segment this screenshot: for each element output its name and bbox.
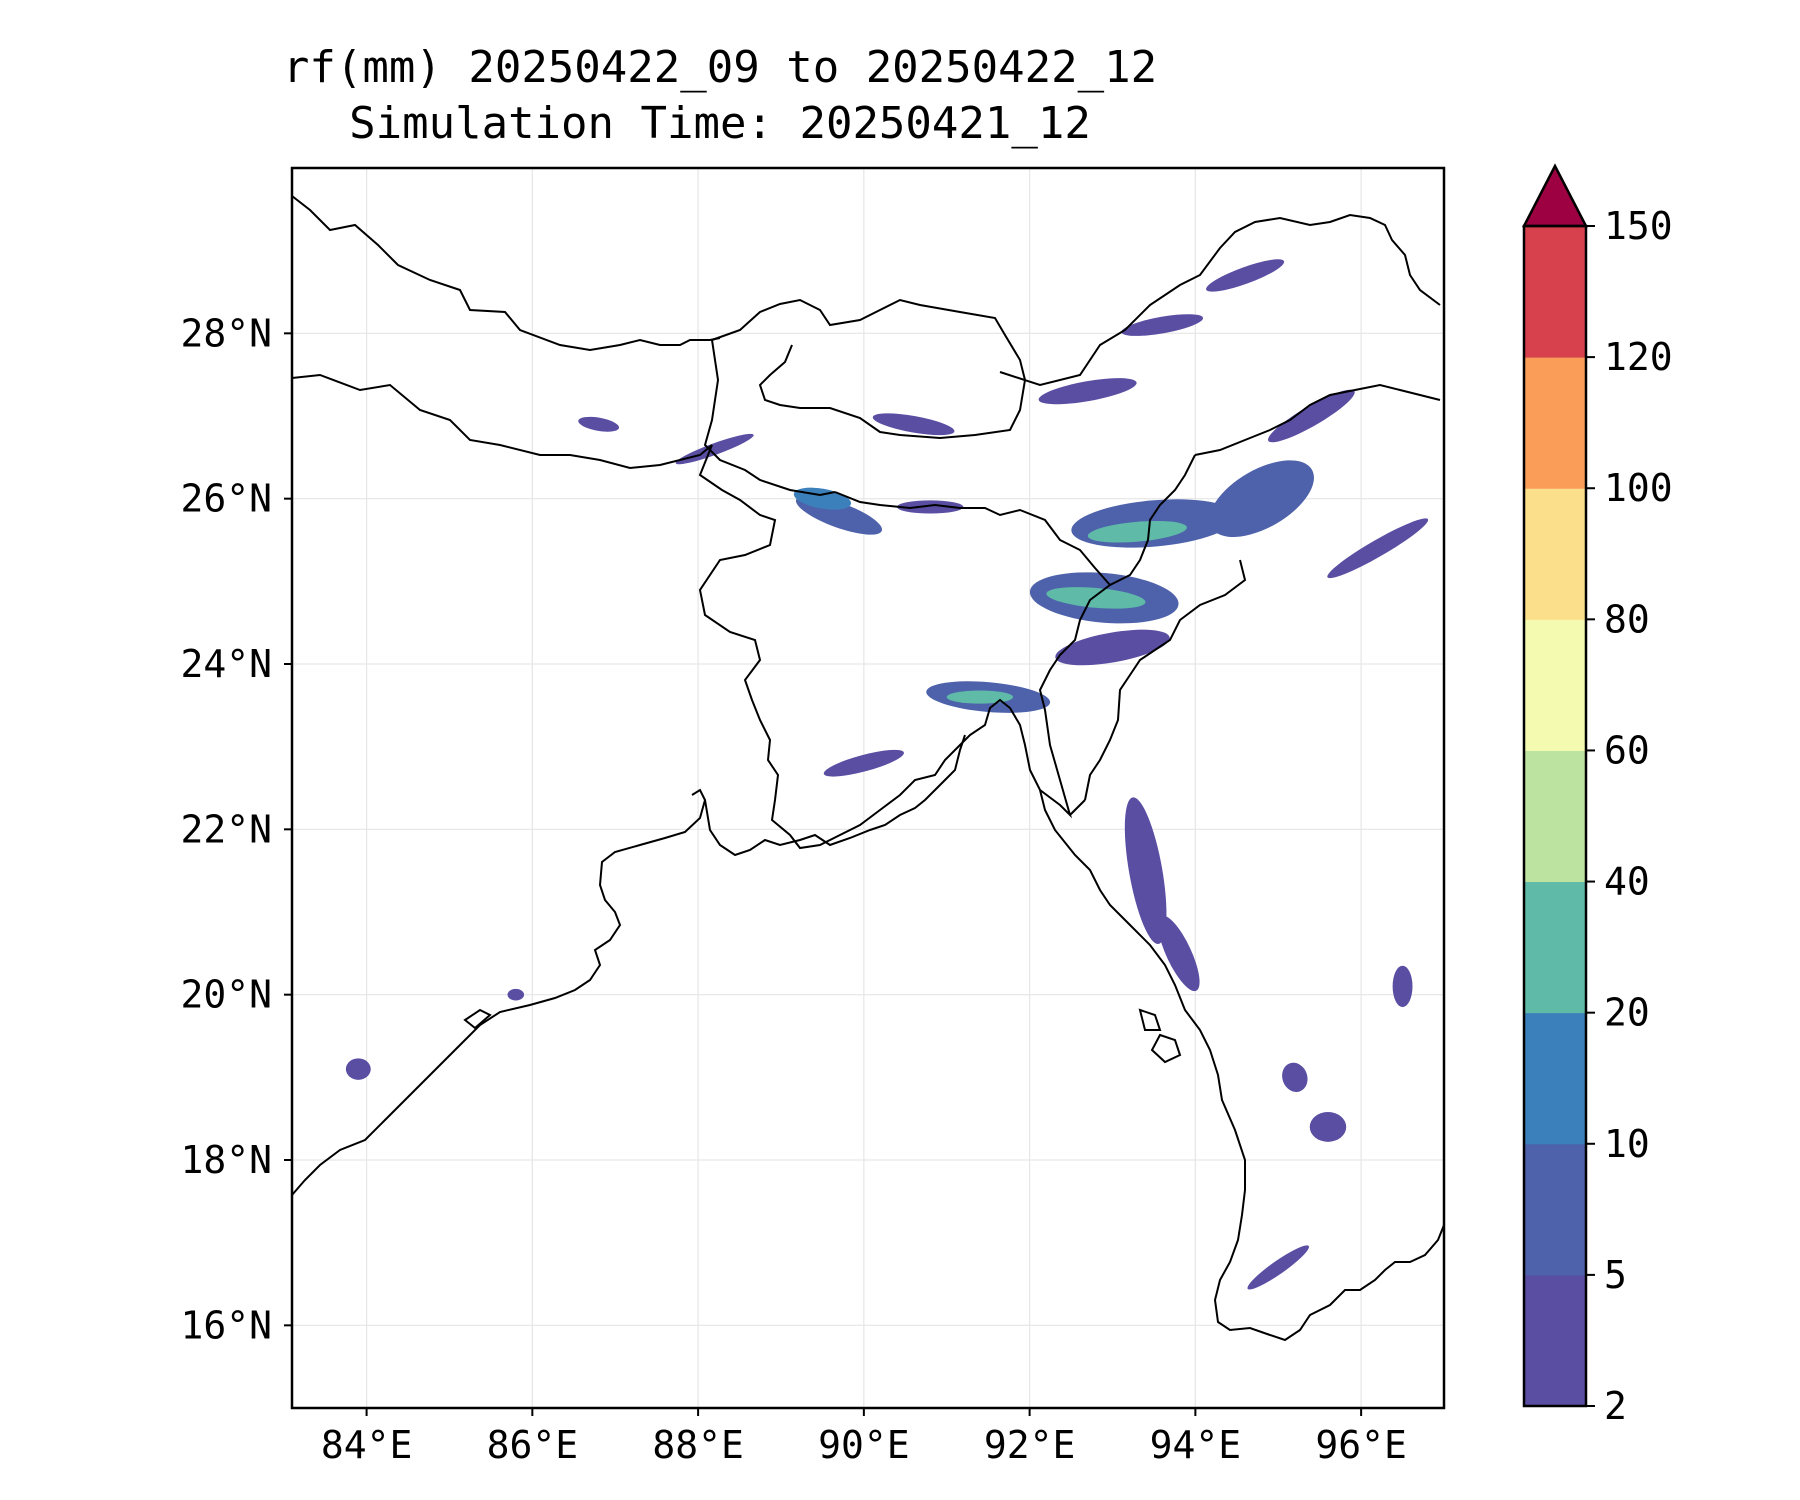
lon-tick-label: 94°E (1150, 1423, 1242, 1467)
colorbar-tick-label: 2 (1604, 1384, 1627, 1428)
myanmar-border (1194, 383, 1441, 456)
sikkim-border (703, 339, 836, 497)
colorbar-segment (1524, 619, 1586, 751)
rain-patch (1282, 1062, 1308, 1092)
map-background (292, 168, 1444, 1408)
coastlines-borders (292, 195, 1444, 1342)
mizoram-border (1069, 799, 1086, 816)
ramree-island (1138, 1008, 1162, 1031)
colorbar-tick-label: 80 (1604, 597, 1650, 641)
rain-patch (1158, 915, 1200, 992)
rain-patch (946, 690, 1014, 704)
myanmar-west-border (1084, 559, 1247, 801)
lat-tick-label: 24°N (180, 642, 272, 686)
map-title-line2: Simulation Time: 20250421_12 (349, 98, 1091, 149)
rain-patch (578, 416, 620, 432)
colorbar-segment (1524, 488, 1586, 620)
colorbar-tick-label: 100 (1604, 466, 1673, 510)
rainfall-field (345, 259, 1429, 1290)
lon-tick-label: 92°E (984, 1423, 1076, 1467)
lon-tick-label: 88°E (652, 1423, 744, 1467)
rain-patch (1046, 587, 1146, 609)
lon-tick-label: 86°E (487, 1423, 579, 1467)
rain-patch (1309, 1112, 1347, 1142)
myanmar-coastline (1039, 789, 1444, 1342)
rain-patch (1121, 314, 1204, 336)
colorbar-segment (1524, 1274, 1586, 1407)
colorbar-segment (1524, 1012, 1586, 1145)
colorbar-frame (1522, 224, 1588, 1408)
colorbar-tick-label: 20 (1604, 991, 1650, 1035)
gridlines (292, 168, 1444, 1408)
rain-patch (1209, 460, 1314, 537)
chilika-lake (463, 1008, 492, 1030)
colorbar-segment (1524, 881, 1586, 1014)
colorbar-tick-label: 150 (1604, 204, 1673, 248)
assam-south-border (834, 491, 1111, 586)
rain-patch (1124, 797, 1167, 944)
rain-patch (1268, 389, 1355, 443)
colorbar: 2 5 10 20 40 60 80 100 120 150 (1521, 163, 1673, 1428)
rain-patch (1206, 259, 1285, 292)
rain-patch (507, 988, 525, 1001)
rain-patch (1247, 1245, 1310, 1290)
nepal-south-border (292, 373, 713, 470)
colorbar-segment (1524, 1143, 1586, 1276)
lon-tick-label: 90°E (818, 1423, 910, 1467)
rain-patch (1087, 520, 1187, 543)
axis-ticks: 84°E 86°E 88°E 90°E 92°E 94°E 96°E 16°N 18°N 20°N… (180, 311, 1406, 1467)
map-frame (290, 166, 1446, 1410)
colorbar-tick-label: 120 (1604, 335, 1673, 379)
cheduba-island (1150, 1033, 1182, 1064)
lat-tick-label: 26°N (180, 477, 272, 521)
bangladesh-border (698, 444, 1196, 850)
colorbar-tick-label: 60 (1604, 728, 1650, 772)
rain-patch (823, 749, 904, 777)
rain-patch (872, 413, 955, 436)
lat-tick-label: 28°N (180, 311, 272, 355)
nepal-border (292, 195, 721, 352)
colorbar-segment (1524, 357, 1586, 489)
colorbar-segment (1524, 750, 1586, 883)
rain-patch (1055, 629, 1170, 666)
map-title-line1: rf(mm) 20250422_09 to 20250422_12 (282, 42, 1158, 93)
colorbar-extend-arrow (1521, 163, 1589, 228)
lon-tick-label: 96°E (1315, 1423, 1407, 1467)
colorbar-segment (1524, 226, 1586, 358)
rain-patch (1392, 965, 1413, 1008)
colorbar-tick-label: 10 (1604, 1122, 1650, 1166)
colorbar-tick-label: 40 (1604, 860, 1650, 904)
lat-tick-label: 16°N (180, 1303, 272, 1347)
india-coastline (292, 788, 707, 1196)
lon-tick-label: 84°E (321, 1423, 413, 1467)
lat-tick-label: 20°N (180, 973, 272, 1017)
rain-patch (1327, 518, 1429, 579)
lat-tick-label: 18°N (180, 1138, 272, 1182)
arunachal-border (999, 213, 1441, 387)
rain-patch (345, 1058, 371, 1080)
rain-patch (897, 500, 964, 514)
sundarbans-coast (704, 734, 966, 857)
lat-tick-label: 22°N (180, 807, 272, 851)
rain-patch (1038, 378, 1137, 405)
colorbar-tick-label: 5 (1604, 1253, 1627, 1297)
